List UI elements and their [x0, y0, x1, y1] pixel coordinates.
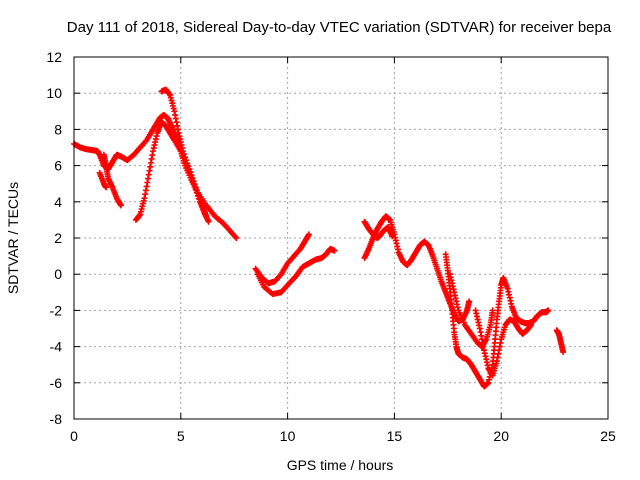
data-point — [187, 169, 194, 176]
x-axis-label: GPS time / hours — [287, 457, 394, 473]
y-axis-label: SDTVAR / TECUs — [5, 182, 21, 294]
y-tick-label: -2 — [50, 302, 63, 318]
data-point — [305, 231, 312, 238]
data-point — [528, 321, 535, 328]
data-point — [198, 199, 205, 206]
data-point — [194, 190, 201, 197]
data-point — [184, 160, 191, 167]
data-point — [191, 181, 198, 188]
y-tick-label: 2 — [54, 230, 62, 246]
y-tick-label: -8 — [50, 411, 63, 427]
data-point — [560, 349, 567, 356]
data-point — [183, 157, 190, 164]
y-tick-label: -6 — [50, 375, 63, 391]
data-point — [188, 172, 195, 179]
data-point — [193, 187, 200, 194]
data-point — [190, 178, 197, 185]
x-tick-label: 25 — [600, 428, 616, 444]
y-tick-label: 6 — [54, 158, 62, 174]
axis-ticks: 0 5 10 15 20 25 -8 -6 -4 -2 0 2 4 6 8 10 12 — [46, 49, 616, 444]
y-tick-label: -4 — [50, 339, 63, 355]
data-point — [545, 307, 552, 314]
data-point — [179, 148, 186, 155]
y-tick-label: 0 — [54, 266, 62, 282]
data-point — [103, 184, 110, 191]
x-tick-label: 15 — [387, 428, 403, 444]
grid-lines — [74, 57, 608, 419]
y-tick-label: 10 — [46, 85, 62, 101]
data-point — [117, 202, 124, 209]
y-tick-label: 4 — [54, 194, 62, 210]
data-point — [489, 307, 496, 314]
data-point — [203, 213, 210, 220]
x-tick-label: 5 — [177, 428, 185, 444]
data-point — [182, 154, 189, 161]
x-tick-label: 10 — [280, 428, 296, 444]
x-tick-label: 20 — [493, 428, 509, 444]
data-point — [195, 193, 202, 200]
data-points — [71, 86, 567, 390]
data-point — [189, 175, 196, 182]
plot-frame — [73, 56, 609, 420]
data-point — [197, 196, 204, 203]
data-point — [192, 184, 199, 191]
y-tick-label: 12 — [46, 49, 62, 65]
x-tick-label: 0 — [70, 428, 78, 444]
data-point — [233, 235, 240, 241]
y-tick-label: 8 — [54, 121, 62, 137]
data-point — [331, 247, 338, 254]
data-point — [205, 218, 212, 225]
data-point — [466, 298, 473, 305]
chart-title: Day 111 of 2018, Sidereal Day-to-day VTE… — [67, 19, 612, 36]
data-point — [186, 166, 193, 173]
data-point — [181, 151, 188, 158]
data-point — [185, 163, 192, 170]
data-point — [389, 233, 396, 240]
